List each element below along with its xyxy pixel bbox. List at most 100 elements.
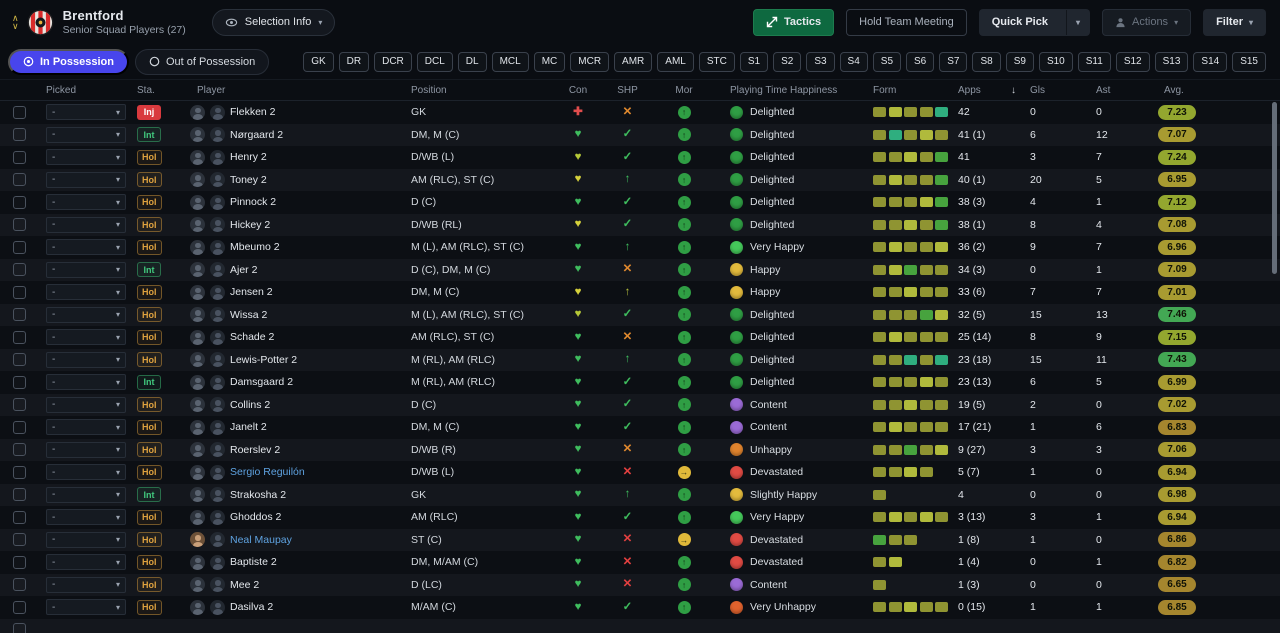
row-checkbox[interactable] [13,600,26,614]
player-row[interactable]: - ▾ Hol Janelt 2 DM, M (C) ♥ ✓ ↑ Content… [0,416,1280,439]
player-profile-icon[interactable] [210,217,225,233]
player-row[interactable]: - ▾ Hol Ghoddos 2 AM (RLC) ♥ ✓ ↑ Very Ha… [0,506,1280,529]
col-header-picked[interactable]: Picked [46,84,77,96]
position-chip-s2[interactable]: S2 [773,51,802,72]
position-chip-s1[interactable]: S1 [739,51,769,72]
filter-button[interactable]: Filter ▾ [1203,8,1266,36]
col-header-happiness[interactable]: Playing Time Happiness [730,84,838,96]
position-chip-s5[interactable]: S5 [872,51,902,72]
player-name[interactable]: Damsgaard 2 [230,376,294,389]
selection-info-button[interactable]: Selection Info ▾ [211,8,336,36]
picked-dropdown[interactable]: - ▾ [46,531,126,548]
player-row[interactable]: - ▾ Hol Toney 2 AM (RLC), ST (C) ♥ ↑ ↑ D… [0,168,1280,191]
col-header-sharpness[interactable]: SHP [617,84,638,96]
row-checkbox[interactable] [13,375,26,389]
row-checkbox[interactable] [13,128,26,142]
player-row[interactable]: - ▾ Hol Dasilva 2 M/AM (C) ♥ ✓ ↑ Very Un… [0,596,1280,619]
row-checkbox[interactable] [13,488,26,502]
tactics-button[interactable]: Tactics [753,8,835,36]
position-chip-dl[interactable]: DL [457,51,487,72]
player-row[interactable]: - ▾ Inj Flekken 2 GK ✚ ✕ ↑ Delighted 42 … [0,101,1280,124]
player-name[interactable]: Sergio Reguilón [230,466,305,479]
player-profile-icon[interactable] [210,599,225,615]
row-checkbox[interactable] [13,105,26,119]
player-profile-icon[interactable] [210,554,225,570]
row-checkbox[interactable] [13,443,26,457]
row-checkbox[interactable] [13,533,26,547]
tab-in-possession[interactable]: In Possession [8,48,129,75]
player-profile-icon[interactable] [210,149,225,165]
chevron-down-icon[interactable]: ∨ [12,21,19,31]
position-chip-amr[interactable]: AMR [614,51,653,72]
player-name[interactable]: Neal Maupay [230,533,292,546]
player-profile-icon[interactable] [210,509,225,525]
picked-dropdown[interactable]: - ▾ [46,306,126,323]
picked-dropdown[interactable]: - ▾ [46,171,126,188]
player-name[interactable]: Toney 2 [230,173,267,186]
position-chip-s9[interactable]: S9 [1005,51,1034,72]
hold-team-meeting-button[interactable]: Hold Team Meeting [846,8,967,36]
picked-dropdown[interactable]: - ▾ [46,126,126,143]
player-name[interactable]: Ajer 2 [230,263,258,276]
position-chip-s11[interactable]: S11 [1077,51,1111,72]
row-checkbox[interactable] [13,555,26,569]
player-row[interactable]: - ▾ Hol Collins 2 D (C) ♥ ✓ ↑ Content 19… [0,393,1280,416]
player-profile-icon[interactable] [210,239,225,255]
player-row[interactable]: - ▾ Hol Pinnock 2 D (C) ♥ ✓ ↑ Delighted … [0,191,1280,214]
player-name[interactable]: Strakosha 2 [230,488,287,501]
player-row[interactable]: - ▾ Hol Schade 2 AM (RLC), ST (C) ♥ ✕ ↑ … [0,326,1280,349]
col-header-player[interactable]: Player [197,84,226,96]
position-chip-s6[interactable]: S6 [906,51,935,72]
player-name[interactable]: Baptiste 2 [230,556,277,569]
player-name[interactable]: Nørgaard 2 [230,128,284,141]
player-row[interactable]: - ▾ Hol Wissa 2 M (L), AM (RLC), ST (C) … [0,303,1280,326]
player-row[interactable]: - ▾ Hol Lewis-Potter 2 M (RL), AM (RLC) … [0,348,1280,371]
vertical-scrollbar[interactable] [1272,100,1277,631]
row-checkbox[interactable] [13,173,26,187]
row-checkbox[interactable] [13,285,26,299]
picked-dropdown[interactable]: - ▾ [46,599,126,616]
col-header-status[interactable]: Sta. [137,84,155,96]
row-checkbox[interactable] [13,353,26,367]
player-name[interactable]: Flekken 2 [230,106,276,119]
scrollbar-thumb[interactable] [1272,102,1277,274]
player-row[interactable]: - ▾ Int Strakosha 2 GK ♥ ↑ ↑ Slightly Ha… [0,483,1280,506]
row-checkbox[interactable] [13,308,26,322]
position-chip-s10[interactable]: S10 [1038,51,1073,72]
picked-dropdown[interactable]: - ▾ [46,104,126,121]
player-row[interactable]: - ▾ Hol Jensen 2 DM, M (C) ♥ ↑ ↑ Happy 3… [0,281,1280,304]
position-chip-s15[interactable]: S15 [1232,51,1266,72]
player-row[interactable]: - ▾ Hol Hickey 2 D/WB (RL) ♥ ✓ ↑ Delight… [0,213,1280,236]
row-checkbox[interactable] [13,623,26,633]
player-profile-icon[interactable] [210,172,225,188]
player-row[interactable]: - ▾ Int Damsgaard 2 M (RL), AM (RLC) ♥ ✓… [0,371,1280,394]
row-checkbox[interactable] [13,218,26,232]
player-name[interactable]: Mee 2 [230,578,260,591]
position-chip-dr[interactable]: DR [338,51,370,72]
player-row[interactable]: - ▾ Hol Henry 2 D/WB (L) ♥ ✓ ↑ Delighted… [0,146,1280,169]
player-profile-icon[interactable] [210,307,225,323]
player-name[interactable]: Lewis-Potter 2 [230,353,298,366]
row-checkbox[interactable] [13,420,26,434]
player-name[interactable]: Wissa 2 [230,308,268,321]
row-checkbox[interactable] [13,510,26,524]
player-name[interactable]: Henry 2 [230,151,267,164]
row-checkbox[interactable] [13,330,26,344]
player-name[interactable]: Schade 2 [230,331,275,344]
col-header-goals[interactable]: Gls [1030,84,1045,96]
col-header-apps[interactable]: Apps ↓ [956,85,1028,96]
picked-dropdown[interactable]: - ▾ [46,441,126,458]
col-header-avg[interactable]: Avg. [1164,84,1184,96]
col-header-morale[interactable]: Mor [675,84,693,96]
position-chip-s12[interactable]: S12 [1115,51,1150,72]
player-profile-icon[interactable] [210,464,225,480]
position-chip-s8[interactable]: S8 [972,51,1001,72]
position-chip-aml[interactable]: AML [657,51,694,72]
position-chip-s13[interactable]: S13 [1154,51,1189,72]
player-name[interactable]: Janelt 2 [230,421,267,434]
sort-desc-icon[interactable]: ↓ [1011,84,1016,96]
position-chip-mcl[interactable]: MCL [491,51,529,72]
picked-dropdown[interactable]: - ▾ [46,396,126,413]
player-name[interactable]: Collins 2 [230,398,271,411]
row-checkbox[interactable] [13,578,26,592]
